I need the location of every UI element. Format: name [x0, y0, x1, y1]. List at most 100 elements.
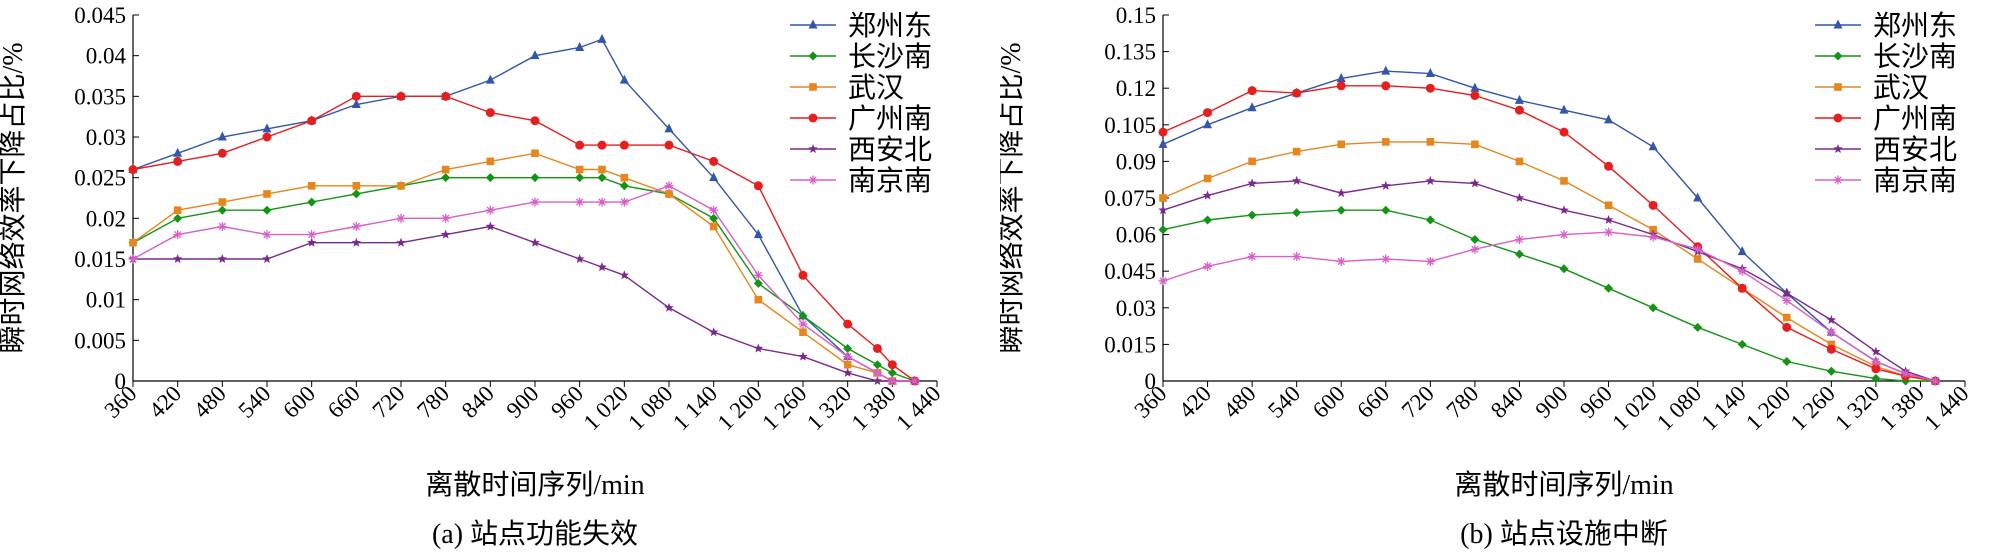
- data-point: [1559, 205, 1569, 215]
- data-point: [485, 74, 495, 84]
- data-point: [307, 182, 316, 190]
- data-point: [1247, 86, 1257, 96]
- y-tick-label: 0.04: [86, 44, 127, 69]
- y-tick-label: 0.075: [1104, 186, 1156, 211]
- x-tick-label: 480: [1219, 381, 1261, 423]
- y-tick-label: 0: [1145, 369, 1157, 394]
- data-point: [910, 376, 920, 386]
- data-point: [1930, 376, 1940, 386]
- data-point: [1693, 244, 1703, 254]
- data-point: [1247, 102, 1257, 112]
- data-point: [887, 376, 897, 386]
- x-tick-label: 1 020: [579, 381, 633, 435]
- data-point: [1559, 104, 1569, 114]
- data-point: [217, 205, 227, 215]
- data-point: [440, 229, 451, 239]
- data-point: [262, 132, 272, 142]
- x-tick-label: 1 380: [847, 381, 901, 435]
- series-zhengzhou_dong: [1158, 65, 1940, 385]
- x-tick-label: 420: [1174, 381, 1216, 423]
- data-point: [1158, 127, 1168, 137]
- legend-marker: [1833, 144, 1843, 154]
- y-tick-label: 0.135: [1104, 40, 1156, 65]
- data-point: [1693, 192, 1703, 202]
- data-point: [262, 123, 272, 133]
- data-point: [1604, 201, 1613, 210]
- data-point: [1158, 205, 1168, 215]
- y-tick-label: 0.005: [74, 328, 126, 353]
- data-point: [1292, 88, 1302, 98]
- data-point: [1158, 138, 1168, 148]
- data-point: [351, 189, 361, 199]
- data-point: [619, 270, 630, 280]
- x-tick-label: 420: [144, 381, 186, 423]
- data-point: [1826, 327, 1836, 337]
- data-point: [1203, 119, 1213, 129]
- data-point: [1603, 214, 1614, 225]
- data-point: [1782, 322, 1792, 332]
- data-point: [1604, 161, 1614, 171]
- data-point: [887, 360, 897, 370]
- data-point: [262, 254, 272, 264]
- x-tick-label: 780: [1441, 381, 1483, 423]
- data-point: [173, 206, 182, 214]
- data-point: [1159, 194, 1167, 202]
- data-point: [708, 327, 719, 337]
- legend-label: 郑州东: [1873, 10, 1957, 42]
- legend-marker: [808, 51, 818, 61]
- x-tick-label: 360: [99, 381, 141, 423]
- data-point: [872, 376, 883, 386]
- y-tick-label: 0.03: [86, 125, 126, 150]
- data-point: [1470, 82, 1480, 92]
- data-point: [1693, 255, 1702, 263]
- data-point: [351, 237, 362, 247]
- data-point: [1381, 180, 1391, 190]
- data-point: [396, 213, 406, 223]
- data-point: [441, 91, 451, 101]
- data-point: [217, 131, 227, 141]
- x-tick-label: 1 140: [668, 381, 722, 435]
- data-point: [1559, 230, 1569, 240]
- data-point: [1560, 177, 1568, 185]
- series-line-changsha_nan: [132, 176, 915, 382]
- data-point: [1203, 108, 1213, 118]
- series-line-xian_bei: [1162, 180, 1936, 382]
- data-point: [1648, 232, 1658, 242]
- data-point: [262, 230, 272, 240]
- x-tick-label: 480: [189, 381, 231, 423]
- x-tick-label: 540: [233, 381, 275, 423]
- legend-label: 广州南: [848, 103, 932, 135]
- data-point: [173, 147, 183, 157]
- data-point: [1470, 91, 1480, 101]
- data-point: [1737, 339, 1747, 349]
- data-point: [1203, 215, 1213, 225]
- data-point: [664, 140, 674, 150]
- series-wuhan: [1159, 138, 1940, 385]
- x-tick-label: 1 260: [757, 381, 811, 435]
- legend-label: 西安北: [848, 134, 932, 166]
- x-tick-label: 1 320: [1830, 381, 1884, 435]
- x-tick-label: 780: [412, 381, 454, 423]
- data-point: [1381, 65, 1391, 75]
- data-point: [1648, 200, 1658, 210]
- legend-label: 长沙南: [1873, 41, 1957, 73]
- data-point: [1336, 72, 1346, 82]
- data-point: [1381, 81, 1391, 91]
- data-point: [1158, 225, 1168, 235]
- data-point: [1871, 364, 1881, 374]
- data-point: [1203, 261, 1213, 271]
- data-point: [173, 156, 183, 166]
- series-guangzhou_nan: [128, 91, 920, 386]
- data-point: [1337, 140, 1346, 149]
- x-tick-label: 720: [1397, 381, 1439, 423]
- data-point: [753, 278, 763, 288]
- data-point: [1425, 215, 1435, 225]
- series-nanjing_nan: [128, 181, 920, 386]
- data-point: [1559, 264, 1569, 274]
- legend-marker: [1833, 19, 1843, 29]
- data-point: [597, 33, 607, 43]
- data-point: [352, 182, 361, 190]
- data-point: [1336, 256, 1346, 266]
- data-point: [263, 190, 271, 198]
- data-point: [1515, 157, 1524, 166]
